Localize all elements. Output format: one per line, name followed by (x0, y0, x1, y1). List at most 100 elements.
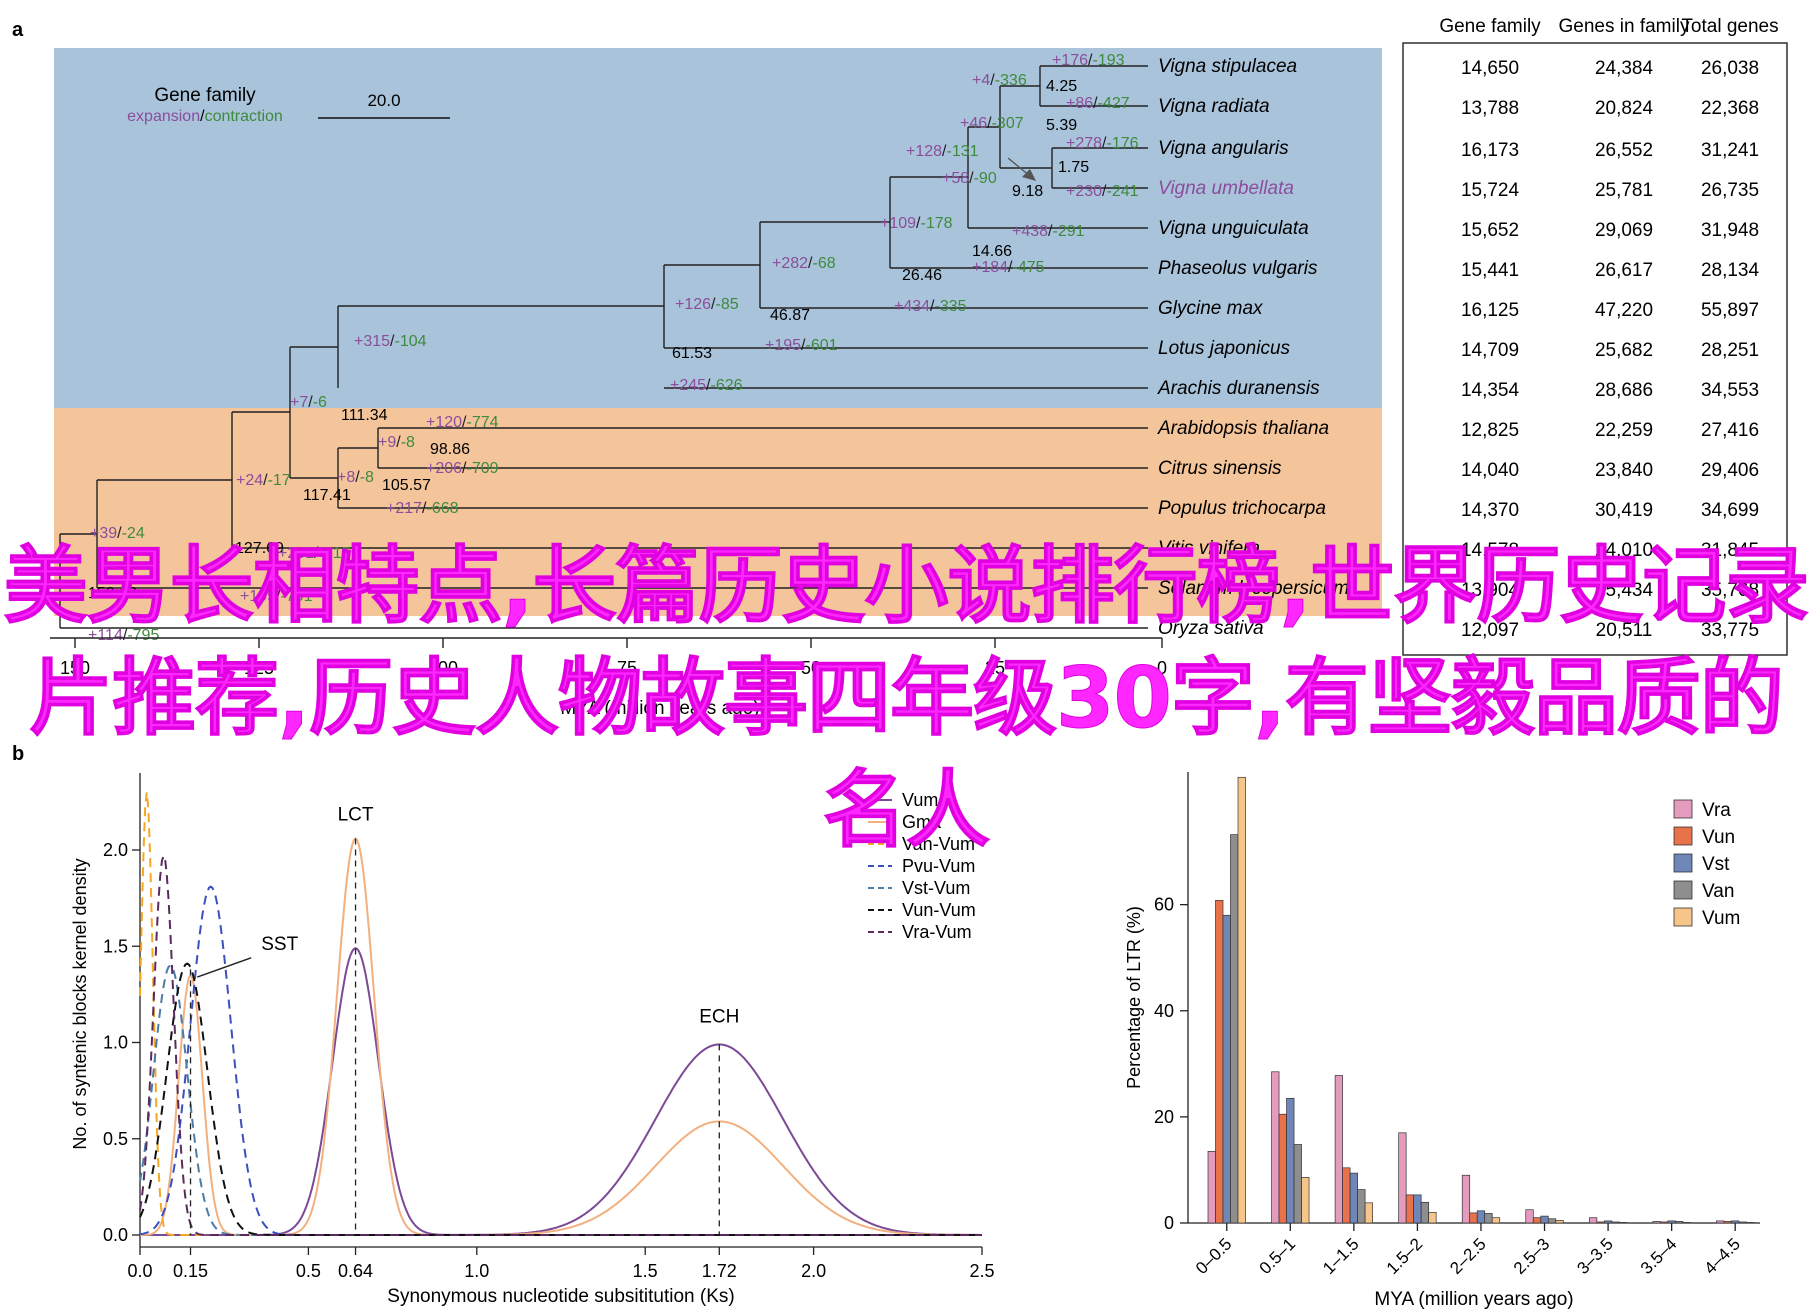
bar-Vum (1237, 776, 1246, 1224)
branch-change-label: +184/-475 (972, 259, 1045, 276)
table-cell: 25,434 (1595, 580, 1654, 601)
bar-x-tick-label: 3–3.5 (1573, 1234, 1617, 1278)
node-age-label: 1.75 (1058, 159, 1089, 176)
bar-Vra (1716, 1220, 1725, 1224)
bar-Van (1547, 1218, 1557, 1224)
table-cell: 35,768 (1701, 580, 1759, 601)
table-header-cell: Gene family (1439, 16, 1541, 37)
table-cell: 30,419 (1595, 500, 1653, 521)
bar-y-axis-label: Percentage of LTR (%) (1124, 906, 1144, 1089)
bar-Vst (1222, 914, 1231, 1224)
bar-Vst (1540, 1215, 1549, 1224)
bar-Vst (1731, 1220, 1740, 1224)
node-age-label: 14.66 (972, 243, 1012, 260)
branch-change-label: +217/-668 (386, 500, 459, 517)
table-cell: 29,406 (1701, 460, 1759, 481)
node-age-label: 117.41 (303, 487, 351, 504)
table-cell: 55,897 (1701, 300, 1759, 321)
table-cell: 26,735 (1701, 180, 1759, 201)
bar-Vun (1215, 900, 1224, 1224)
table-cell: 34,553 (1701, 380, 1759, 401)
scale-bar-label: 20.0 (367, 91, 400, 110)
bar-Van (1675, 1221, 1684, 1224)
branch-change-label: +24/-17 (236, 472, 291, 489)
bar-Vra (1334, 1075, 1343, 1224)
bar-Vst (1286, 1097, 1295, 1224)
bar-Vun (1596, 1221, 1605, 1224)
bar-Vra (1461, 1174, 1471, 1224)
table-header-cell: Genes in family (1559, 16, 1690, 37)
kde-x-tick-label: 0.0 (127, 1261, 152, 1281)
bar-Vra (1525, 1209, 1534, 1224)
bar-Vum (1618, 1222, 1628, 1224)
kde-series-line (140, 947, 982, 1236)
node-age-label: 26.46 (902, 267, 942, 284)
branch-change-label: +4/-336 (972, 72, 1027, 89)
bar-x-axis-label: MYA (million years ago) (1374, 1289, 1573, 1310)
branch-change-label: +58/-90 (942, 170, 997, 187)
bar-Vum (1746, 1222, 1755, 1224)
kde-x-tick-label: 2.5 (969, 1261, 994, 1281)
bar-y-tick-label: 0 (1164, 1213, 1174, 1233)
bar-Vst (1476, 1210, 1486, 1224)
bar-legend-swatch (1673, 907, 1693, 927)
species-label: Vitis vinifera (1158, 538, 1260, 559)
tree-axis-tick-label: 125 (244, 658, 274, 678)
node-age-label: 9.18 (1012, 183, 1043, 200)
branch-change-label: +7/-6 (290, 394, 327, 411)
branch-change-label: +126/-85 (675, 296, 739, 313)
kde-legend-label: Gma (902, 812, 942, 832)
bar-x-tick-label: 0–0.5 (1192, 1234, 1236, 1278)
node-age-label: 4.25 (1046, 78, 1077, 95)
bar-legend: Vra Vun Vst Van Vum (1673, 799, 1740, 929)
node-age-label: 5.39 (1046, 117, 1077, 134)
tree-axis-tick-label: 25 (985, 658, 1005, 678)
bar-Vra (1207, 1151, 1216, 1224)
branch-change-label: +9/-8 (378, 434, 415, 451)
table-cell: 26,038 (1701, 58, 1759, 79)
kde-legend-label: Vum (902, 790, 938, 810)
tree-axis-tick-label: 150 (60, 658, 90, 678)
bar-x-tick-label: 1–1.5 (1319, 1234, 1363, 1278)
branch-change-label: +195/-601 (765, 337, 838, 354)
species-label: Citrus sinensis (1158, 458, 1282, 479)
branch-change-label: +245/-626 (670, 377, 743, 394)
bar-x-tick-label: 2–2.5 (1446, 1234, 1490, 1278)
bar-series (1207, 776, 1755, 1224)
kde-x-tick-label: 0.64 (338, 1261, 373, 1281)
table-cell: 26,552 (1595, 140, 1653, 161)
table-cell: 15,724 (1461, 180, 1520, 201)
table-header-cell: Total genes (1681, 16, 1778, 37)
branch-change-label: +201/-615 (278, 545, 351, 562)
kde-series-line (139, 964, 982, 1236)
annotation-LCT: LCT (338, 804, 374, 825)
branch-change-label: +114/-795 (88, 627, 159, 644)
kde-x-tick-label: 2.0 (801, 1261, 826, 1281)
species-label: Vigna stipulacea (1158, 56, 1297, 77)
bar-Vst (1667, 1220, 1676, 1224)
table-cell: 26,617 (1595, 260, 1653, 281)
species-label: Vigna unguiculata (1158, 218, 1309, 239)
table-cell: 29,069 (1595, 220, 1653, 241)
kde-x-axis-label: Synonymous nucleotide subsititution (Ks) (387, 1286, 734, 1307)
bar-Vum (1364, 1202, 1373, 1224)
table-cell: 13,788 (1461, 98, 1519, 119)
table-cell: 31,845 (1701, 540, 1759, 561)
kde-legend-label: Vra-Vum (902, 922, 972, 942)
tree-x-axis-ticks: 150 125 100 75 50 25 0 (60, 638, 1167, 678)
table-cell: 28,686 (1595, 380, 1653, 401)
bar-Van (1293, 1144, 1302, 1224)
legend-contraction: contraction (205, 108, 283, 125)
kde-y-tick-label: 1.5 (103, 936, 128, 956)
species-label: Glycine max (1158, 298, 1264, 319)
species-label: Populus trichocarpa (1158, 498, 1326, 519)
bar-Vun (1278, 1113, 1287, 1224)
table-cell: 12,825 (1461, 420, 1519, 441)
bar-Van (1738, 1221, 1747, 1224)
kde-y-tick-label: 1.0 (103, 1033, 128, 1053)
table-cell: 24,010 (1595, 540, 1653, 561)
branch-change-label: +176/-193 (1052, 52, 1125, 69)
annotation-ECH: ECH (699, 1006, 739, 1027)
kde-series (139, 792, 982, 1236)
species-label: Solanum lycopersicum (1158, 578, 1349, 599)
